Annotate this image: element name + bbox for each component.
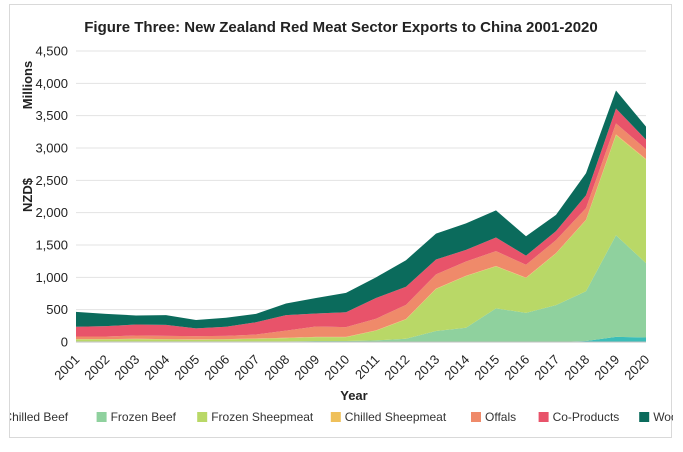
x-tick-label: 2001	[51, 352, 82, 383]
x-tick-label: 2003	[111, 352, 142, 383]
legend-swatch-co-products	[538, 412, 549, 422]
legend-label-chilled-beef: Chilled Beef	[10, 410, 69, 424]
y-tick-label: 2,000	[35, 205, 68, 220]
legend-label-wool: Wool	[653, 410, 673, 424]
legend-swatch-wool	[639, 412, 650, 422]
x-tick-label: 2019	[591, 352, 622, 383]
legend-label-co-products: Co-Products	[553, 410, 620, 424]
y-tick-label: 1,000	[35, 270, 68, 285]
legend-swatch-frozen-beef	[96, 412, 107, 422]
x-tick-label: 2009	[291, 352, 322, 383]
y-tick-label: 0	[61, 335, 68, 350]
y-unit-label: Millions	[20, 61, 35, 109]
x-tick-label: 2017	[531, 352, 562, 383]
y-tick-label: 500	[46, 302, 68, 317]
x-tick-label: 2010	[321, 352, 352, 383]
x-tick-label: 2005	[171, 352, 202, 383]
area-chilled-beef	[76, 336, 646, 342]
y-tick-label: 3,500	[35, 108, 68, 123]
x-tick-label: 2002	[81, 352, 112, 383]
area-frozen-sheepmeat	[76, 135, 646, 342]
gridlines	[76, 50, 646, 311]
legend-swatch-offals	[471, 412, 481, 422]
x-tick-label: 2008	[261, 352, 292, 383]
legend-label-frozen-sheepmeat: Frozen Sheepmeat	[211, 410, 314, 424]
x-tick-label: 2012	[381, 352, 412, 383]
x-tick-label: 2016	[501, 352, 532, 383]
x-axis-title: Year	[340, 388, 367, 403]
y-axis-ticks: 0 500 1,000 1,500 2,000 2,500 3,000 3,500 4,000 4…	[35, 44, 68, 350]
x-tick-label: 2020	[621, 352, 652, 383]
x-tick-label: 2004	[141, 352, 172, 383]
y-tick-label: 2,500	[35, 173, 68, 188]
x-tick-label: 2006	[201, 352, 232, 383]
legend: Chilled Beef Frozen Beef Frozen Sheepmeat C…	[10, 410, 673, 424]
y-tick-label: 3,000	[35, 141, 68, 156]
legend-label-chilled-sheepmeat: Chilled Sheepmeat	[345, 410, 447, 424]
y-tick-label: 1,500	[35, 238, 68, 253]
legend-swatch-chilled-sheepmeat	[330, 412, 341, 422]
y-tick-label: 4,000	[35, 76, 68, 91]
x-tick-label: 2018	[561, 352, 592, 383]
x-tick-label: 2013	[411, 352, 442, 383]
legend-swatch-frozen-sheepmeat	[197, 412, 208, 422]
stacked-area-chart: Figure Three: New Zealand Red Meat Secto…	[10, 19, 673, 424]
y-axis-title: NZD$	[20, 177, 35, 212]
legend-label-offals: Offals	[485, 410, 516, 424]
area-series	[76, 90, 646, 342]
x-tick-label: 2014	[441, 352, 472, 383]
x-tick-label: 2015	[471, 352, 502, 383]
chart-frame: Figure Three: New Zealand Red Meat Secto…	[9, 4, 673, 438]
x-tick-label: 2007	[231, 352, 262, 383]
x-axis-ticks: 2001200220032004200520062007200820092010…	[51, 352, 652, 383]
area-frozen-beef	[76, 235, 646, 342]
legend-label-frozen-beef: Frozen Beef	[111, 410, 177, 424]
chart-title: Figure Three: New Zealand Red Meat Secto…	[84, 19, 597, 36]
x-tick-label: 2011	[352, 352, 382, 382]
y-tick-label: 4,500	[35, 44, 68, 59]
